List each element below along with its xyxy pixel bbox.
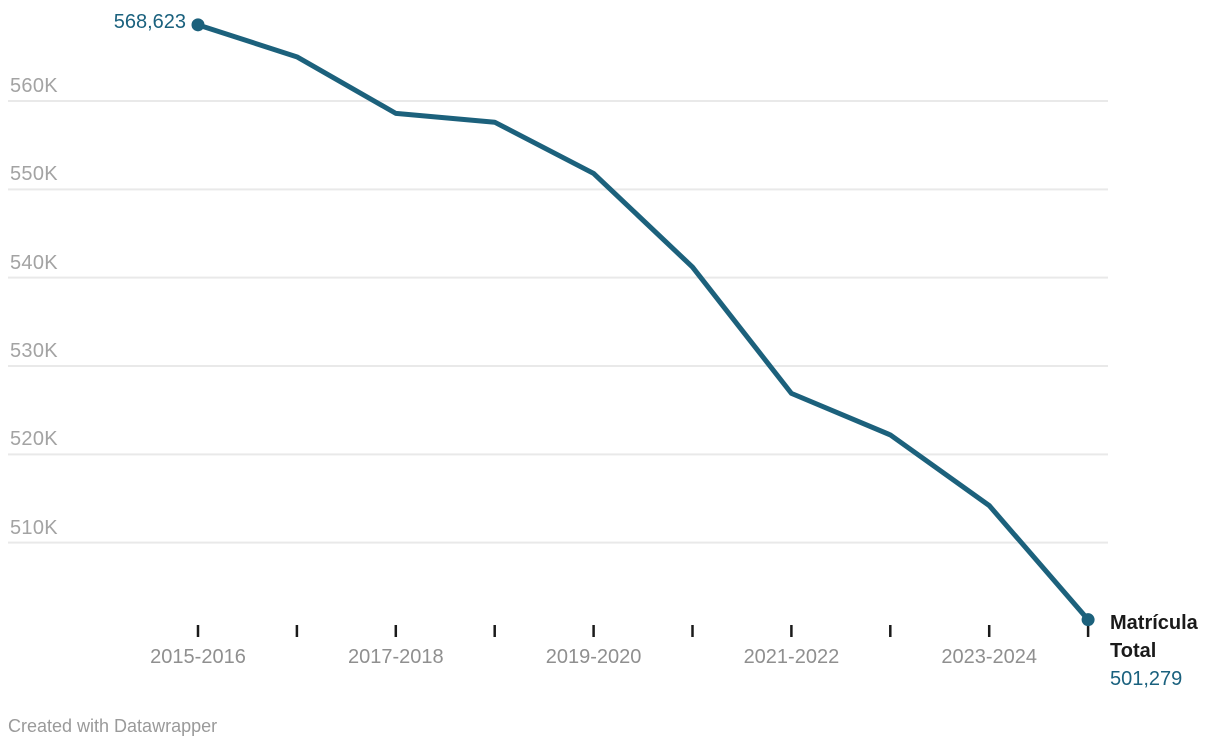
series-end-label: Matrícula Total 501,279 <box>1110 609 1220 693</box>
y-axis-tick-label: 540K <box>10 251 58 274</box>
y-axis-tick-label: 520K <box>10 428 58 451</box>
x-axis-tick-label: 2019-2020 <box>545 646 642 668</box>
data-point-end <box>1081 613 1095 627</box>
y-axis-tick-label: 530K <box>10 339 58 362</box>
x-axis-tick-label: 2023-2024 <box>941 646 1038 668</box>
enrollment-line <box>195 22 1091 623</box>
x-axis-tick-label: 2015-2016 <box>150 646 246 668</box>
y-axis-tick-label: 510K <box>10 516 58 539</box>
series-name-label: Matrícula Total <box>1110 612 1198 662</box>
y-axis-tick-label: 550K <box>10 163 58 186</box>
data-point-start <box>191 18 205 32</box>
x-axis-tick-label: 2021-2022 <box>743 646 840 668</box>
y-axis-tick-label: 560K <box>10 75 58 97</box>
datawrapper-credit-link[interactable]: Created with Datawrapper <box>8 716 218 736</box>
first-point-value-label: 568,623 <box>113 11 186 33</box>
x-axis-tick-label: 2017-2018 <box>347 646 444 668</box>
last-point-value-label: 501,279 <box>1110 668 1183 690</box>
